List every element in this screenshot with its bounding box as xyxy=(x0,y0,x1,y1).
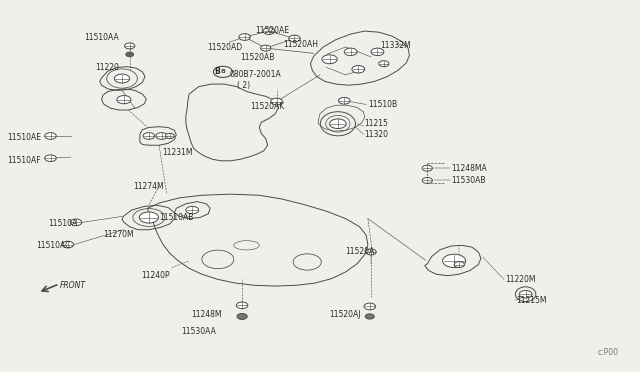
Circle shape xyxy=(422,177,433,183)
Circle shape xyxy=(115,74,130,83)
Text: 11248M: 11248M xyxy=(191,311,221,320)
Text: 11220M: 11220M xyxy=(505,275,536,284)
Circle shape xyxy=(126,52,134,57)
Text: 11274M: 11274M xyxy=(134,182,164,190)
Circle shape xyxy=(379,61,389,67)
Text: c:P00: c:P00 xyxy=(598,348,619,357)
Text: 11520AH: 11520AH xyxy=(283,40,318,49)
Text: ( 2): ( 2) xyxy=(237,81,250,90)
Text: 11530AA: 11530AA xyxy=(181,327,216,336)
Text: 11320: 11320 xyxy=(365,129,388,139)
Circle shape xyxy=(236,302,248,309)
Text: FRONT: FRONT xyxy=(60,281,86,290)
Circle shape xyxy=(156,133,168,139)
Text: 11520AD: 11520AD xyxy=(207,42,242,51)
Circle shape xyxy=(364,303,376,310)
Circle shape xyxy=(62,241,74,248)
Circle shape xyxy=(339,97,350,104)
Text: 11520AB: 11520AB xyxy=(240,52,275,61)
Circle shape xyxy=(70,219,82,226)
Text: 11240P: 11240P xyxy=(141,271,170,280)
Circle shape xyxy=(117,96,131,104)
Circle shape xyxy=(125,43,135,49)
Text: B: B xyxy=(214,67,220,76)
Text: 11530AB: 11530AB xyxy=(451,176,485,185)
Circle shape xyxy=(45,155,56,161)
Text: 11510AE: 11510AE xyxy=(7,133,41,142)
Text: 11510A: 11510A xyxy=(49,219,78,228)
Text: 11220: 11220 xyxy=(95,63,119,72)
Text: B: B xyxy=(221,69,225,74)
Circle shape xyxy=(352,65,365,73)
Circle shape xyxy=(365,314,374,319)
Circle shape xyxy=(344,48,357,55)
Text: 11510AF: 11510AF xyxy=(7,155,41,164)
Text: 11332M: 11332M xyxy=(381,41,412,51)
Circle shape xyxy=(263,28,275,35)
Circle shape xyxy=(166,134,174,138)
Circle shape xyxy=(143,133,155,139)
Text: 11215M: 11215M xyxy=(516,296,547,305)
Text: 11248MA: 11248MA xyxy=(451,164,486,173)
Circle shape xyxy=(237,314,247,320)
Circle shape xyxy=(371,48,384,55)
Circle shape xyxy=(519,291,532,298)
Circle shape xyxy=(366,249,376,255)
Text: 11231M: 11231M xyxy=(163,148,193,157)
Text: 11520A: 11520A xyxy=(346,247,375,256)
Text: 11510B: 11510B xyxy=(368,100,397,109)
Circle shape xyxy=(443,254,466,267)
Circle shape xyxy=(322,55,337,64)
Text: 11215: 11215 xyxy=(365,119,388,128)
Circle shape xyxy=(422,165,433,171)
Circle shape xyxy=(140,212,159,223)
Circle shape xyxy=(289,35,300,42)
Text: 11510AA: 11510AA xyxy=(84,33,118,42)
Circle shape xyxy=(45,133,56,139)
Circle shape xyxy=(454,262,465,267)
Text: 11520AJ: 11520AJ xyxy=(330,311,361,320)
Text: 11270M: 11270M xyxy=(103,230,134,240)
Text: 080B7-2001A: 080B7-2001A xyxy=(229,70,281,79)
Text: 11520AK: 11520AK xyxy=(250,102,284,111)
Text: 11510AB: 11510AB xyxy=(159,213,193,222)
Circle shape xyxy=(260,45,271,51)
Circle shape xyxy=(330,119,346,129)
Text: 11520AE: 11520AE xyxy=(255,26,289,35)
Circle shape xyxy=(186,206,198,214)
Circle shape xyxy=(271,98,282,105)
Text: 11510AC: 11510AC xyxy=(36,241,70,250)
Circle shape xyxy=(239,34,250,40)
